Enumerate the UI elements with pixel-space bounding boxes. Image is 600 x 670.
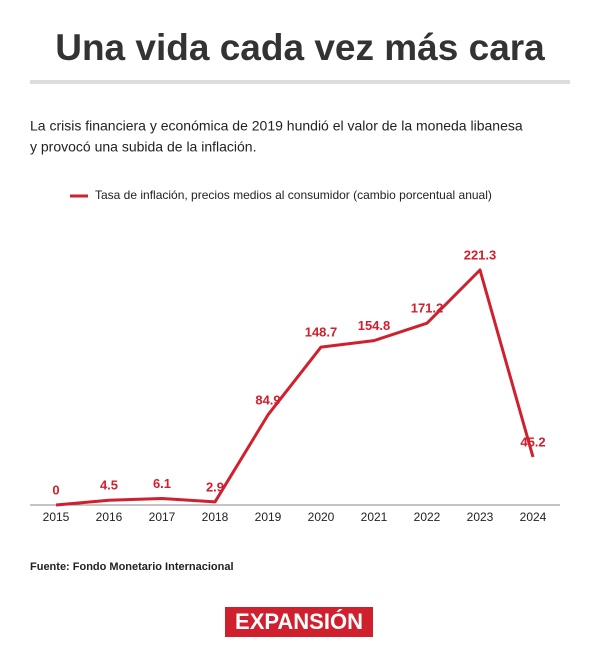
x-tick-label: 2018 bbox=[202, 510, 229, 524]
title-rule bbox=[30, 80, 570, 84]
legend-label: Tasa de inflación, precios medios al con… bbox=[95, 188, 492, 202]
value-label: 154.8 bbox=[358, 318, 391, 333]
subtitle-line: La crisis financiera y económica de 2019… bbox=[30, 118, 523, 134]
value-label: 84.9 bbox=[255, 392, 280, 407]
x-tick-label: 2021 bbox=[361, 510, 388, 524]
value-label: 6.1 bbox=[153, 476, 171, 491]
title: Una vida cada vez más cara bbox=[55, 27, 545, 68]
x-tick-label: 2023 bbox=[467, 510, 494, 524]
x-tick-label: 2016 bbox=[96, 510, 123, 524]
value-label: 148.7 bbox=[305, 325, 338, 340]
series-line bbox=[55, 268, 535, 507]
value-label: 221.3 bbox=[464, 247, 497, 262]
value-label: 4.5 bbox=[100, 478, 118, 493]
subtitle-line: y provocó una subida de la inflación. bbox=[30, 139, 256, 155]
x-tick-label: 2020 bbox=[308, 510, 335, 524]
value-label: 2.9 bbox=[206, 479, 224, 494]
x-tick-label: 2019 bbox=[255, 510, 282, 524]
value-label: 0 bbox=[52, 482, 59, 497]
value-label: 171.2 bbox=[411, 301, 444, 316]
x-tick-label: 2017 bbox=[149, 510, 176, 524]
logo-box bbox=[225, 607, 373, 637]
source: Fuente: Fondo Monetario Internacional bbox=[30, 561, 234, 573]
x-tick-label: 2022 bbox=[414, 510, 441, 524]
logo: EXPANSIÓN bbox=[235, 609, 363, 634]
value-label: 45.2 bbox=[520, 434, 545, 449]
x-tick-label: 2015 bbox=[43, 510, 70, 524]
x-tick-label: 2024 bbox=[520, 510, 547, 524]
